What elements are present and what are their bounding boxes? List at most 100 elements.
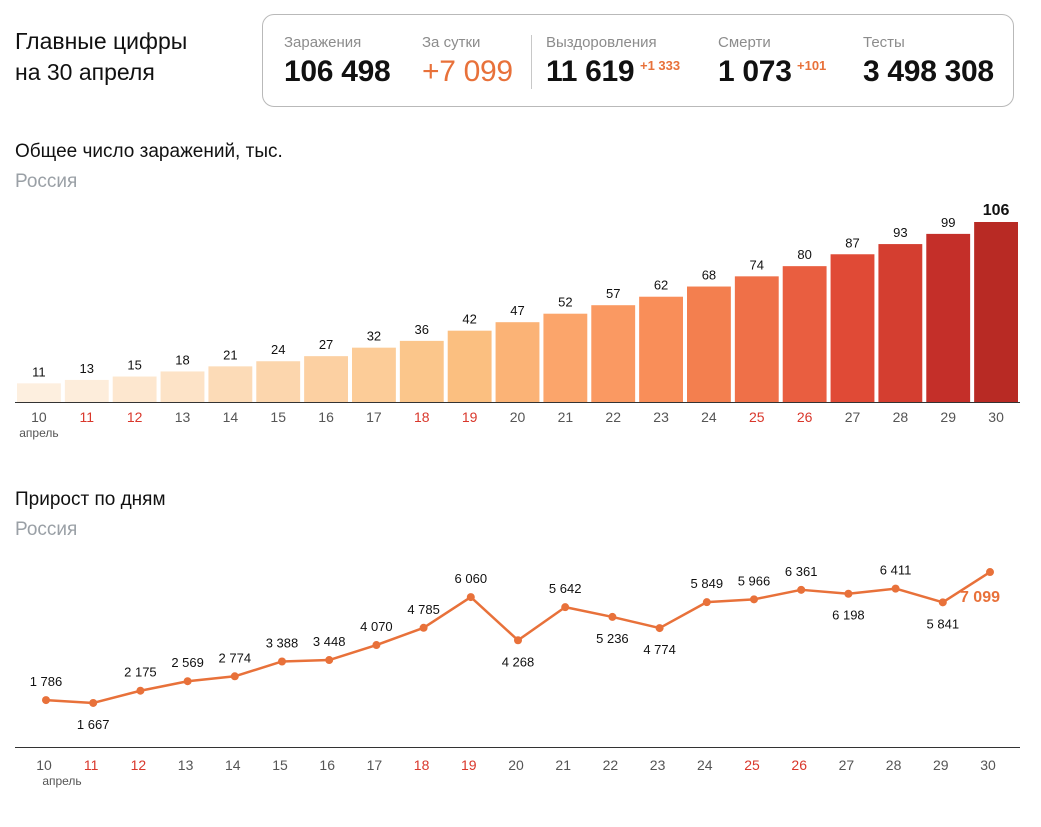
point-value-label: 3 448 bbox=[313, 634, 346, 649]
bar-value-label: 24 bbox=[271, 342, 285, 357]
line-point-23 bbox=[655, 624, 664, 633]
stat-tests-value: 3 498 308 bbox=[863, 55, 994, 88]
bar-value-label: 13 bbox=[80, 361, 94, 376]
line-point-15 bbox=[278, 657, 286, 666]
bar-25 bbox=[734, 276, 779, 402]
bar-value-label: 93 bbox=[893, 225, 907, 240]
line-point-13 bbox=[183, 677, 192, 686]
line-chart-title: Прирост по дням bbox=[15, 489, 166, 510]
stat-daily-label: За сутки bbox=[422, 34, 481, 51]
x-tick-label: 10 bbox=[36, 757, 52, 773]
bar-29 bbox=[926, 233, 971, 402]
bar-13 bbox=[160, 371, 205, 402]
line-point-28 bbox=[891, 584, 900, 593]
x-tick-label: 29 bbox=[933, 757, 949, 773]
x-tick-label: 12 bbox=[127, 409, 143, 425]
point-value-label: 3 388 bbox=[266, 635, 299, 650]
point-value-label: 1 667 bbox=[77, 717, 110, 732]
bar-15 bbox=[256, 361, 301, 402]
line-point-11 bbox=[89, 698, 98, 707]
x-tick-label: 20 bbox=[510, 409, 526, 425]
x-tick-label: 26 bbox=[791, 757, 807, 773]
point-value-label: 4 268 bbox=[502, 654, 535, 669]
point-value-label: 5 841 bbox=[927, 616, 960, 631]
bar-value-label: 62 bbox=[654, 278, 668, 293]
x-tick-label: 14 bbox=[225, 757, 241, 773]
bar-value-label: 21 bbox=[223, 347, 237, 362]
point-value-label: 2 569 bbox=[171, 655, 204, 670]
bar-value-label: 18 bbox=[175, 352, 189, 367]
stat-deaths-value: 1 073 bbox=[718, 55, 792, 88]
x-tick-label: 30 bbox=[980, 757, 996, 773]
x-tick-label: 29 bbox=[940, 409, 956, 425]
bar-14 bbox=[208, 366, 253, 402]
bar-value-label: 32 bbox=[367, 329, 381, 344]
bar-value-label: 80 bbox=[797, 247, 811, 262]
bar-16 bbox=[304, 356, 348, 402]
point-value-label: 4 070 bbox=[360, 619, 393, 634]
x-tick-label: 21 bbox=[558, 409, 574, 425]
x-tick-label: 26 bbox=[797, 409, 813, 425]
line-chart-subtitle: Россия bbox=[15, 519, 78, 540]
bar-20 bbox=[495, 322, 540, 402]
stat-deaths-label: Смерти bbox=[718, 34, 771, 51]
stat-daily-value: +7 099 bbox=[422, 55, 513, 88]
line-point-19 bbox=[466, 593, 475, 602]
bar-value-label: 74 bbox=[750, 257, 764, 272]
x-tick-label: 20 bbox=[508, 757, 524, 773]
stat-deaths-delta: +101 bbox=[797, 58, 827, 73]
x-tick-label: 25 bbox=[749, 409, 765, 425]
x-tick-label: 16 bbox=[319, 757, 335, 773]
line-point-10 bbox=[42, 696, 50, 705]
x-tick-label: 22 bbox=[605, 409, 621, 425]
x-tick-label: 15 bbox=[270, 409, 286, 425]
x-tick-label: 10 bbox=[31, 409, 47, 425]
point-value-label: 5 849 bbox=[691, 576, 724, 591]
stat-tests-label: Тесты bbox=[863, 34, 905, 51]
bar-value-label: 68 bbox=[702, 268, 716, 283]
bar-27 bbox=[830, 254, 875, 402]
bar-11 bbox=[64, 379, 109, 402]
x-tick-sublabel: апрель bbox=[19, 426, 58, 440]
bar-value-label: 27 bbox=[319, 337, 333, 352]
point-value-label: 6 198 bbox=[832, 608, 865, 623]
point-value-label: 4 774 bbox=[643, 642, 676, 657]
bar-value-label: 99 bbox=[941, 215, 955, 230]
point-value-label: 6 411 bbox=[880, 563, 912, 578]
line-point-26 bbox=[797, 585, 806, 594]
bar-21 bbox=[543, 313, 588, 402]
line-point-22 bbox=[608, 612, 617, 621]
x-tick-label: 11 bbox=[80, 409, 95, 425]
x-tick-label: 23 bbox=[650, 757, 666, 773]
x-tick-label: 19 bbox=[462, 409, 478, 425]
bar-value-label: 106 bbox=[983, 202, 1010, 219]
bar-30 bbox=[974, 222, 1018, 402]
stat-recoveries-value: 11 619 bbox=[546, 55, 635, 88]
bar-value-label: 36 bbox=[415, 322, 429, 337]
bar-24 bbox=[687, 286, 731, 402]
bar-26 bbox=[782, 266, 827, 402]
x-tick-label: 25 bbox=[744, 757, 760, 773]
x-tick-label: 16 bbox=[318, 409, 334, 425]
stat-recoveries-label: Выздоровления bbox=[546, 34, 657, 51]
line-point-12 bbox=[136, 686, 145, 695]
point-value-label: 2 774 bbox=[219, 650, 252, 665]
line-point-25 bbox=[750, 595, 758, 604]
bar-12 bbox=[112, 376, 157, 402]
summary-stats-card: Заражения 106 498 За сутки +7 099 Выздор… bbox=[262, 14, 1014, 107]
page-title: Главные цифры на 30 апреля bbox=[15, 26, 187, 88]
x-tick-label: 24 bbox=[697, 757, 713, 773]
line-point-29 bbox=[938, 598, 947, 607]
bar-28 bbox=[878, 244, 923, 402]
line-point-18 bbox=[419, 623, 428, 632]
point-value-label: 2 175 bbox=[124, 665, 157, 680]
line-point-17 bbox=[372, 641, 381, 650]
x-tick-label: 13 bbox=[178, 757, 194, 773]
x-tick-label: 30 bbox=[988, 409, 1004, 425]
x-tick-label: 12 bbox=[131, 757, 147, 773]
bar-value-label: 87 bbox=[845, 235, 859, 250]
point-value-label: 7 099 bbox=[960, 589, 1000, 606]
line-point-21 bbox=[561, 603, 570, 612]
x-tick-label: 27 bbox=[845, 409, 861, 425]
bar-value-label: 11 bbox=[32, 364, 46, 379]
